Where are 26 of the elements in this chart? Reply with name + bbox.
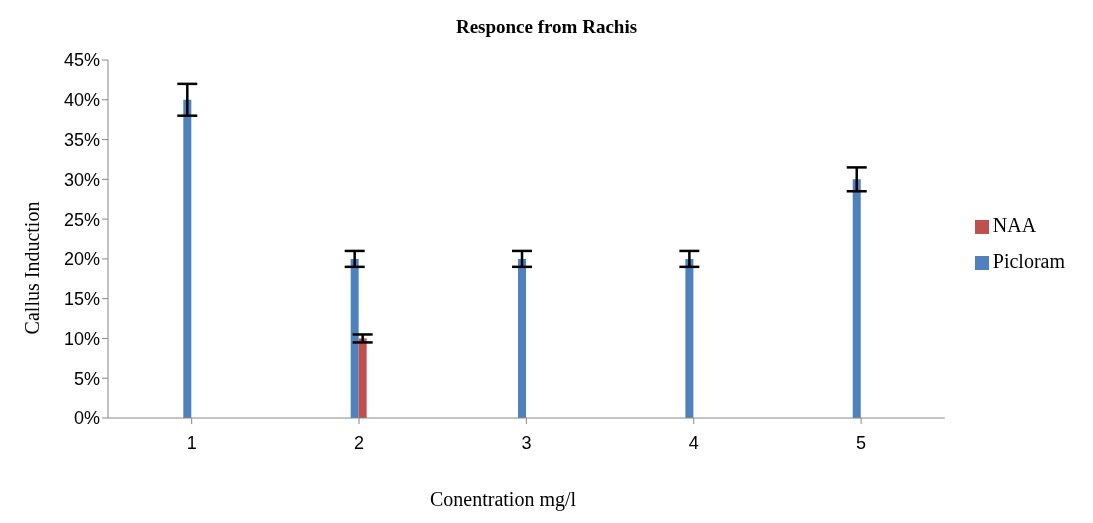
y-tick-label: 40% [63, 90, 100, 111]
y-tick-label: 20% [63, 249, 100, 270]
y-axis-title: Callus Induction [20, 201, 44, 335]
bar [518, 258, 527, 418]
bar [183, 99, 192, 418]
y-tick-label: 25% [63, 209, 100, 230]
y-tick-label: 10% [63, 328, 100, 349]
y-tick-label: 45% [63, 50, 100, 71]
bar [350, 258, 359, 418]
bar [685, 258, 694, 418]
y-tick-label: 0% [73, 408, 100, 429]
x-tick-label: 2 [354, 432, 365, 453]
y-tick-label: 5% [73, 368, 100, 389]
legend-label: Picloram [992, 250, 1065, 272]
bar [852, 179, 861, 418]
x-tick-label: 4 [688, 432, 699, 453]
x-tick-label: 5 [856, 432, 867, 453]
x-axis-title: Conentration mg/l [428, 488, 578, 511]
bar [358, 338, 367, 418]
x-tick-label: 1 [186, 432, 197, 453]
chart-title: Responce from Rachis [454, 16, 639, 38]
y-tick-label: 15% [63, 289, 100, 310]
y-tick-label: 35% [63, 129, 100, 150]
legend-label: NAA [992, 214, 1037, 236]
x-tick-label: 3 [521, 432, 532, 453]
y-tick-label: 30% [63, 169, 100, 190]
